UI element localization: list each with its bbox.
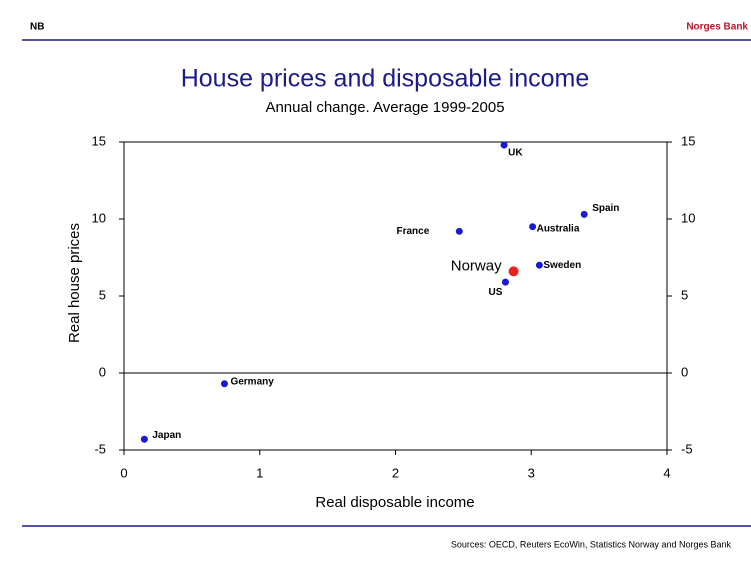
- point: [500, 141, 508, 149]
- source: Sources: OECD, Reuters EcoWin, Statistic…: [451, 539, 732, 549]
- point: [508, 266, 519, 277]
- x-tick-label: 0: [120, 465, 127, 480]
- point-label: Norway: [451, 257, 502, 274]
- y-tick-label: 5: [99, 287, 106, 302]
- y-tick-label: 10: [92, 210, 106, 225]
- x-tick-label: 3: [528, 465, 535, 480]
- point-label: Australia: [537, 223, 580, 234]
- point-label: Sweden: [543, 260, 581, 271]
- point-label: Germany: [230, 376, 274, 387]
- y-tick-label: 0: [99, 364, 106, 379]
- point-label: US: [489, 287, 503, 298]
- point-label: UK: [508, 148, 523, 159]
- y-axis-label: Real house prices: [66, 223, 83, 343]
- y2-tick-label: 10: [681, 210, 695, 225]
- logo: NB: [30, 22, 44, 33]
- point: [455, 227, 463, 235]
- y2-tick-label: 5: [681, 287, 688, 302]
- x-tick-label: 2: [392, 465, 399, 480]
- x-tick-label: 4: [663, 465, 670, 480]
- point: [501, 278, 509, 286]
- point-label: Spain: [592, 203, 619, 214]
- point: [140, 435, 148, 443]
- plot-frame: [123, 141, 668, 451]
- x-axis-label: Real disposable income: [315, 494, 474, 511]
- y-tick-label: 15: [92, 133, 106, 148]
- point: [220, 380, 228, 388]
- point: [580, 210, 588, 218]
- x-tick-label: 1: [256, 465, 263, 480]
- y2-tick-label: 0: [681, 364, 688, 379]
- y-tick-label: -5: [94, 441, 106, 456]
- point-label: Japan: [152, 430, 181, 441]
- y2-tick-label: -5: [681, 441, 693, 456]
- point-label: France: [397, 226, 430, 237]
- y2-tick-label: 15: [681, 133, 695, 148]
- point: [529, 223, 537, 231]
- point: [535, 261, 543, 269]
- brand: Norges Bank: [686, 22, 748, 33]
- chart-title: House prices and disposable income: [181, 65, 590, 93]
- chart-subtitle: Annual change. Average 1999-2005: [265, 99, 504, 116]
